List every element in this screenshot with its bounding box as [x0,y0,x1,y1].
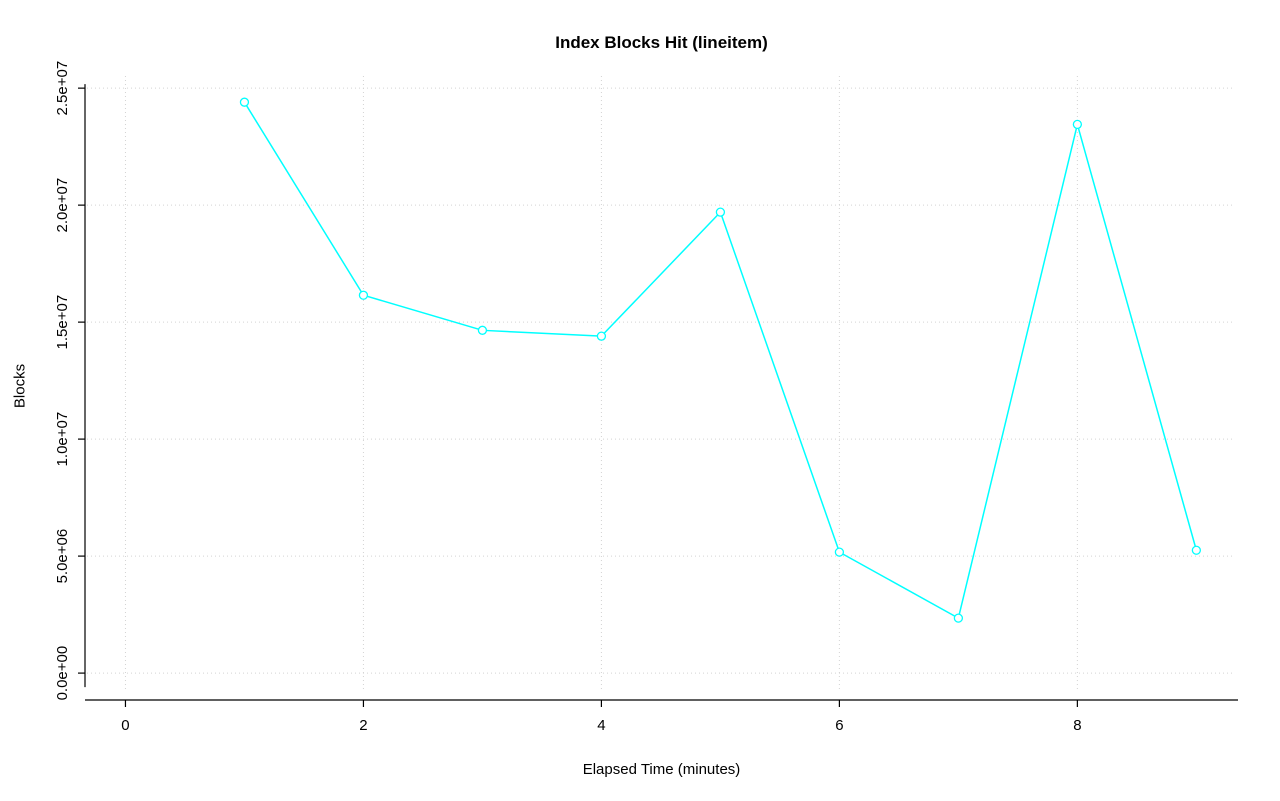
svg-text:4: 4 [597,717,605,734]
data-point [834,547,845,557]
svg-text:1.0e+07: 1.0e+07 [54,412,71,467]
x-tick-labels: 0 2 4 6 8 [121,717,1081,734]
data-point [596,331,607,341]
svg-text:2: 2 [359,717,367,734]
data-points [239,97,1202,623]
svg-text:1.5e+07: 1.5e+07 [54,295,71,350]
svg-text:5.0e+06: 5.0e+06 [54,529,71,584]
y-tick-labels: 0.0e+00 5.0e+06 1.0e+07 1.5e+07 2.0e+07 2.5e+… [54,61,71,701]
gridlines [87,76,1234,690]
data-point [358,290,369,300]
x-axis-title: Elapsed Time (minutes) [582,761,741,778]
svg-text:2.0e+07: 2.0e+07 [54,178,71,233]
svg-text:8: 8 [1073,717,1081,734]
svg-text:0: 0 [121,717,129,734]
data-point [239,97,250,107]
y-axis-title: Blocks [11,363,29,409]
chart-title: Index Blocks Hit (lineitem) [555,33,768,52]
data-line [243,101,1198,619]
data-point [1072,119,1083,130]
data-point [715,207,726,217]
data-point [477,325,488,335]
svg-text:0.0e+00: 0.0e+00 [54,646,71,701]
data-point [953,613,964,623]
svg-text:2.5e+07: 2.5e+07 [54,61,71,116]
svg-text:6: 6 [835,717,843,734]
axes [78,84,1238,707]
data-point [1191,545,1202,555]
